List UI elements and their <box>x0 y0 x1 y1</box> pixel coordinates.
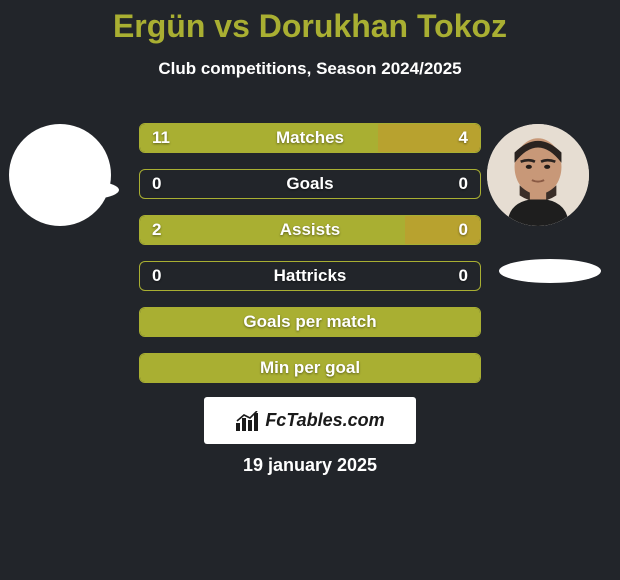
avatar-placeholder-icon <box>9 124 111 226</box>
stat-label: Goals per match <box>140 308 480 336</box>
stat-row: 20Assists <box>139 215 481 245</box>
player-left-avatar <box>9 124 111 226</box>
comparison-bars: 114Matches 00Goals 20Assists 00Hattricks Goa… <box>139 123 481 399</box>
page-title: Ergün vs Dorukhan Tokoz <box>0 0 620 45</box>
logo-text: FcTables.com <box>265 410 384 431</box>
stat-label: Min per goal <box>140 354 480 382</box>
stat-row: Min per goal <box>139 353 481 383</box>
fctables-logo: FcTables.com <box>204 397 416 444</box>
stat-row: Goals per match <box>139 307 481 337</box>
player-right-avatar <box>487 124 589 226</box>
avatar-left-shadow <box>21 179 119 201</box>
player-face-icon <box>487 124 589 226</box>
stat-label: Assists <box>140 216 480 244</box>
stat-row: 00Goals <box>139 169 481 199</box>
page-subtitle: Club competitions, Season 2024/2025 <box>0 59 620 79</box>
stat-label: Goals <box>140 170 480 198</box>
stat-row: 114Matches <box>139 123 481 153</box>
bar-chart-icon <box>235 411 259 431</box>
stat-label: Hattricks <box>140 262 480 290</box>
date-text: 19 january 2025 <box>0 455 620 476</box>
avatar-right-shadow <box>499 259 601 283</box>
stat-label: Matches <box>140 124 480 152</box>
stat-row: 00Hattricks <box>139 261 481 291</box>
